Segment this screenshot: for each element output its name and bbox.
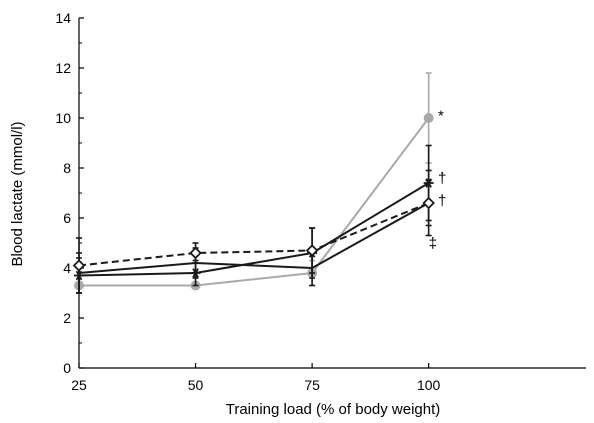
y-tick-label: 0 bbox=[63, 360, 71, 376]
series-black-dashed-diamond bbox=[74, 181, 434, 294]
data-point bbox=[191, 248, 201, 258]
series-black-solid-star bbox=[74, 146, 434, 294]
y-tick-label: 8 bbox=[63, 160, 71, 176]
series-gray-circle bbox=[75, 73, 434, 290]
axes: 0 2 4 6 8 10 12 14 25 50 75 100 bbox=[55, 10, 586, 393]
data-point bbox=[424, 198, 434, 208]
x-tick-label: 75 bbox=[304, 377, 320, 393]
x-axis-label: Training load (% of body weight) bbox=[226, 401, 441, 418]
y-tick-label: 14 bbox=[55, 10, 71, 26]
y-tick-label: 4 bbox=[63, 260, 71, 276]
significance-mark: † bbox=[438, 193, 446, 210]
y-tick-label: 10 bbox=[55, 110, 71, 126]
significance-mark: ‡ bbox=[429, 235, 437, 252]
series-line bbox=[79, 118, 429, 286]
y-tick-label: 2 bbox=[63, 310, 71, 326]
data-point bbox=[424, 114, 433, 123]
x-tick-label: 100 bbox=[417, 377, 441, 393]
series-layer bbox=[74, 73, 434, 293]
data-point bbox=[74, 261, 84, 271]
y-tick-label: 12 bbox=[55, 60, 71, 76]
x-tick-label: 50 bbox=[188, 377, 204, 393]
x-tick-label: 25 bbox=[71, 377, 87, 393]
significance-mark: † bbox=[438, 170, 446, 187]
series-line bbox=[79, 183, 429, 276]
series-line bbox=[79, 203, 429, 266]
y-axis-label: Blood lactate (mmol/l) bbox=[9, 121, 26, 266]
significance-mark: * bbox=[438, 108, 444, 125]
y-tick-label: 6 bbox=[63, 210, 71, 226]
